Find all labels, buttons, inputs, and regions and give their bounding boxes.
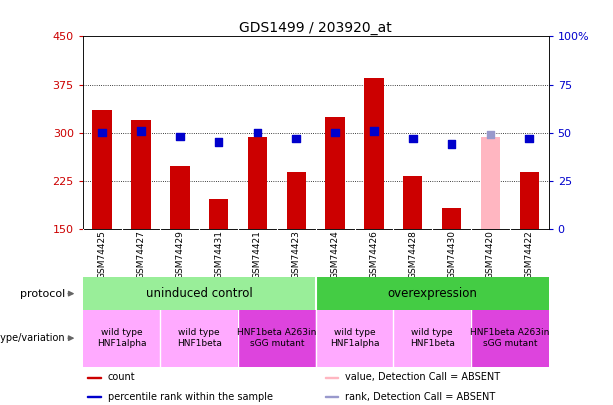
- Point: [214, 139, 224, 145]
- Point: [369, 128, 379, 134]
- Text: GSM74428: GSM74428: [408, 230, 417, 279]
- Point: [136, 128, 146, 134]
- Point: [291, 135, 301, 142]
- Text: wild type
HNF1beta: wild type HNF1beta: [409, 328, 455, 348]
- Bar: [209, 199, 228, 229]
- Point: [447, 141, 457, 147]
- Bar: [442, 208, 462, 229]
- Text: HNF1beta A263in
sGG mutant: HNF1beta A263in sGG mutant: [470, 328, 549, 348]
- Bar: [93, 110, 112, 229]
- Text: GSM74424: GSM74424: [330, 230, 340, 279]
- Bar: [481, 137, 500, 229]
- Point: [485, 131, 495, 138]
- Bar: [131, 120, 151, 229]
- Bar: [471, 310, 549, 367]
- Text: wild type
HNF1beta: wild type HNF1beta: [177, 328, 222, 348]
- Point: [253, 130, 262, 136]
- Text: GSM74423: GSM74423: [292, 230, 301, 279]
- Text: GSM74427: GSM74427: [137, 230, 145, 279]
- Text: GSM74421: GSM74421: [253, 230, 262, 279]
- Point: [524, 135, 534, 142]
- Text: rank, Detection Call = ABSENT: rank, Detection Call = ABSENT: [345, 392, 495, 401]
- Bar: [394, 310, 471, 367]
- Point: [408, 135, 417, 142]
- Text: percentile rank within the sample: percentile rank within the sample: [108, 392, 273, 401]
- Bar: [325, 396, 338, 397]
- Text: wild type
HNF1alpha: wild type HNF1alpha: [97, 328, 147, 348]
- Point: [175, 133, 185, 140]
- Bar: [238, 310, 316, 367]
- Text: GSM74431: GSM74431: [214, 230, 223, 279]
- Text: GSM74429: GSM74429: [175, 230, 185, 279]
- Bar: [326, 117, 345, 229]
- Text: HNF1beta A263in
sGG mutant: HNF1beta A263in sGG mutant: [237, 328, 316, 348]
- Bar: [287, 173, 306, 229]
- Text: overexpression: overexpression: [387, 287, 477, 300]
- Bar: [83, 310, 161, 367]
- Bar: [161, 310, 238, 367]
- Bar: [316, 277, 549, 310]
- Text: count: count: [108, 372, 135, 382]
- Text: wild type
HNF1alpha: wild type HNF1alpha: [330, 328, 379, 348]
- Bar: [248, 137, 267, 229]
- Bar: [170, 166, 189, 229]
- Point: [330, 130, 340, 136]
- Bar: [88, 377, 101, 378]
- Text: value, Detection Call = ABSENT: value, Detection Call = ABSENT: [345, 372, 500, 382]
- Bar: [88, 396, 101, 397]
- Bar: [316, 310, 394, 367]
- Text: genotype/variation: genotype/variation: [0, 333, 66, 343]
- Bar: [364, 78, 384, 229]
- Bar: [325, 377, 338, 378]
- Text: protocol: protocol: [20, 289, 66, 298]
- Title: GDS1499 / 203920_at: GDS1499 / 203920_at: [239, 21, 392, 35]
- Text: GSM74422: GSM74422: [525, 230, 534, 279]
- Bar: [83, 277, 316, 310]
- Text: GSM74430: GSM74430: [447, 230, 456, 279]
- Text: GSM74426: GSM74426: [370, 230, 378, 279]
- Bar: [403, 176, 422, 229]
- Point: [97, 130, 107, 136]
- Text: GSM74425: GSM74425: [97, 230, 107, 279]
- Text: uninduced control: uninduced control: [146, 287, 253, 300]
- Text: GSM74420: GSM74420: [486, 230, 495, 279]
- Bar: [519, 173, 539, 229]
